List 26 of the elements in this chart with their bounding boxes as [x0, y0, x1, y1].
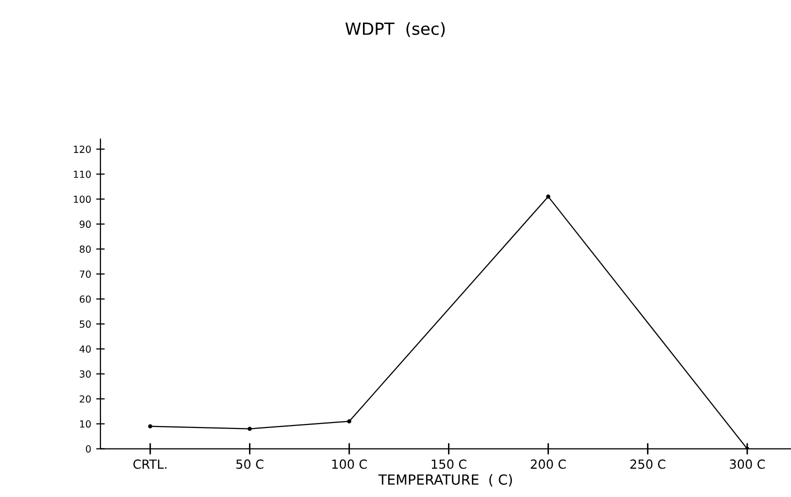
y-tick-label: 30: [80, 370, 91, 378]
x-tick-label: 150 C: [432, 459, 466, 469]
y-tick-label: 80: [80, 246, 91, 253]
point: [148, 424, 152, 428]
point: [347, 419, 352, 424]
x-tick-label: 250 C: [630, 459, 666, 469]
y-tick-label: 50: [80, 320, 91, 328]
x-tick-label: CRTL.: [133, 459, 166, 469]
y-tick-label: 120: [74, 146, 91, 153]
y-tick-label: 90: [80, 220, 91, 228]
y-tick-label: 60: [80, 295, 91, 303]
y-tick-label: 20: [80, 395, 91, 403]
x-tick-label: 100 C: [332, 459, 367, 469]
point: [546, 194, 550, 199]
x-tick-label: 200 C: [530, 459, 566, 469]
x-tick-label: 300 C: [730, 459, 765, 469]
y-tick-label: 40: [80, 345, 91, 353]
chart-title: WDPT (sec): [345, 22, 445, 37]
y-tick-label: 70: [80, 270, 91, 278]
y-tick-label: 10: [80, 420, 91, 428]
x-axis-title: TEMPERATURE ( C): [378, 474, 512, 486]
x-tick-label: 50 C: [236, 459, 264, 469]
y-tick-label: 100: [74, 196, 91, 203]
point: [248, 426, 252, 431]
y-tick-label: 0: [86, 445, 91, 453]
y-tick-label: 110: [74, 170, 91, 178]
